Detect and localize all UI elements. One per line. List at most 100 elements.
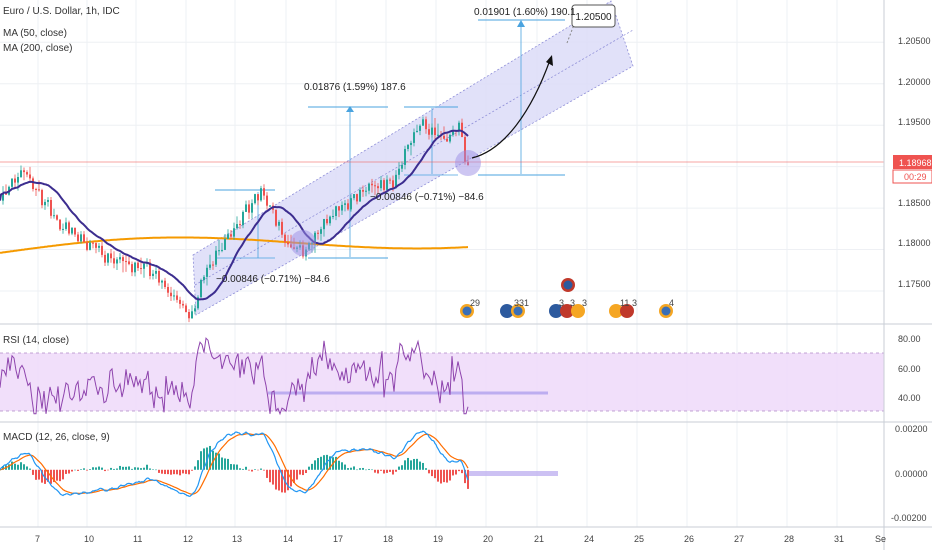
candle-body[interactable]: [98, 245, 100, 248]
event-4[interactable]: 4: [659, 298, 674, 318]
candle-body[interactable]: [362, 189, 364, 192]
candle-body[interactable]: [224, 239, 226, 250]
candle-body[interactable]: [395, 174, 397, 188]
candle-body[interactable]: [407, 144, 409, 149]
projection-arrow[interactable]: [471, 59, 551, 159]
candle-body[interactable]: [128, 261, 130, 265]
candle-body[interactable]: [110, 253, 112, 259]
candle-body[interactable]: [26, 172, 28, 175]
candle-body[interactable]: [419, 125, 421, 131]
candle-body[interactable]: [428, 129, 430, 135]
candle-body[interactable]: [203, 276, 205, 281]
candle-body[interactable]: [149, 262, 151, 276]
candle-body[interactable]: [368, 183, 370, 191]
event-3-group[interactable]: 3 3 3: [549, 278, 587, 318]
candle-body[interactable]: [359, 189, 361, 202]
candle-body[interactable]: [287, 242, 289, 245]
events[interactable]: 29 331 3 3 3 11 3 4: [460, 278, 674, 318]
ma50-line[interactable]: [0, 129, 469, 301]
candle-body[interactable]: [74, 227, 76, 235]
rsi-line[interactable]: [0, 337, 469, 416]
candle-body[interactable]: [263, 188, 265, 196]
candle-body[interactable]: [86, 242, 88, 250]
candle-body[interactable]: [170, 292, 172, 297]
target-callout[interactable]: 1.20500: [566, 4, 616, 44]
candle-body[interactable]: [119, 257, 121, 260]
candle-body[interactable]: [38, 189, 40, 191]
measure-box-mid[interactable]: [404, 106, 458, 176]
candle-body[interactable]: [140, 268, 142, 270]
legend[interactable]: Euro / U.S. Dollar, 1h, IDC MA (50, clos…: [3, 6, 120, 443]
candle-body[interactable]: [56, 215, 58, 220]
candle-body[interactable]: [215, 250, 217, 265]
candle-body[interactable]: [83, 234, 85, 243]
candle-body[interactable]: [278, 221, 280, 226]
event-29[interactable]: 29: [460, 298, 480, 318]
candle-body[interactable]: [401, 164, 403, 169]
candle-body[interactable]: [137, 262, 139, 269]
candle-body[interactable]: [230, 234, 232, 237]
candle-body[interactable]: [209, 264, 211, 268]
candle-body[interactable]: [371, 183, 373, 186]
candle-body[interactable]: [341, 204, 343, 211]
candle-body[interactable]: [386, 179, 388, 190]
candle-body[interactable]: [284, 234, 286, 243]
price-axis[interactable]: 1.20500 1.20000 1.19500 1.18500 1.18000 …: [898, 36, 931, 289]
candle-body[interactable]: [464, 136, 466, 162]
candle-body[interactable]: [179, 299, 181, 304]
candle-body[interactable]: [422, 119, 424, 126]
candle-body[interactable]: [155, 270, 157, 274]
candle-body[interactable]: [443, 135, 445, 139]
candle-body[interactable]: [89, 242, 91, 250]
candle-body[interactable]: [350, 198, 352, 210]
candle-body[interactable]: [236, 224, 238, 229]
candle-body[interactable]: [20, 170, 22, 178]
candle-body[interactable]: [389, 179, 391, 181]
candle-body[interactable]: [227, 234, 229, 240]
rsi-axis[interactable]: 80.00 60.00 40.00: [898, 334, 921, 403]
macd-axis[interactable]: 0.00200 0.00000 -0.00200: [891, 424, 928, 523]
candle-body[interactable]: [194, 308, 196, 312]
candle-body[interactable]: [281, 221, 283, 235]
candle-body[interactable]: [323, 218, 325, 230]
candle-body[interactable]: [314, 232, 316, 243]
candle-body[interactable]: [32, 178, 34, 190]
candle-body[interactable]: [164, 280, 166, 287]
candle-body[interactable]: [338, 206, 340, 211]
candle-body[interactable]: [413, 132, 415, 143]
candle-body[interactable]: [200, 280, 202, 298]
candle-body[interactable]: [242, 211, 244, 226]
candle-body[interactable]: [269, 205, 271, 207]
candle-body[interactable]: [218, 250, 220, 252]
candle-body[interactable]: [77, 234, 79, 242]
candle-body[interactable]: [2, 192, 4, 201]
candle-body[interactable]: [239, 224, 241, 226]
candle-body[interactable]: [458, 122, 460, 132]
candle-body[interactable]: [185, 305, 187, 313]
candle-body[interactable]: [356, 194, 358, 202]
candle-body[interactable]: [92, 242, 94, 244]
legend-ma200[interactable]: MA (200, close): [3, 43, 72, 54]
candle-body[interactable]: [347, 203, 349, 210]
candle-body[interactable]: [62, 228, 64, 230]
candle-body[interactable]: [35, 189, 37, 191]
candle-body[interactable]: [254, 194, 256, 204]
candle-body[interactable]: [398, 168, 400, 175]
candle-body[interactable]: [29, 174, 31, 179]
candle-body[interactable]: [197, 297, 199, 309]
candle-body[interactable]: [182, 303, 184, 306]
candle-body[interactable]: [11, 178, 13, 187]
candle-body[interactable]: [71, 227, 73, 234]
legend-macd[interactable]: MACD (12, 26, close, 9): [3, 432, 110, 443]
candle-body[interactable]: [248, 204, 250, 213]
candle-body[interactable]: [392, 180, 394, 188]
candle-body[interactable]: [449, 134, 451, 142]
candle-body[interactable]: [233, 228, 235, 237]
candle-body[interactable]: [53, 215, 55, 217]
candle-body[interactable]: [380, 180, 382, 189]
candle-body[interactable]: [410, 142, 412, 145]
candle-body[interactable]: [116, 259, 118, 264]
candle-body[interactable]: [167, 286, 169, 293]
candle-body[interactable]: [329, 216, 331, 224]
